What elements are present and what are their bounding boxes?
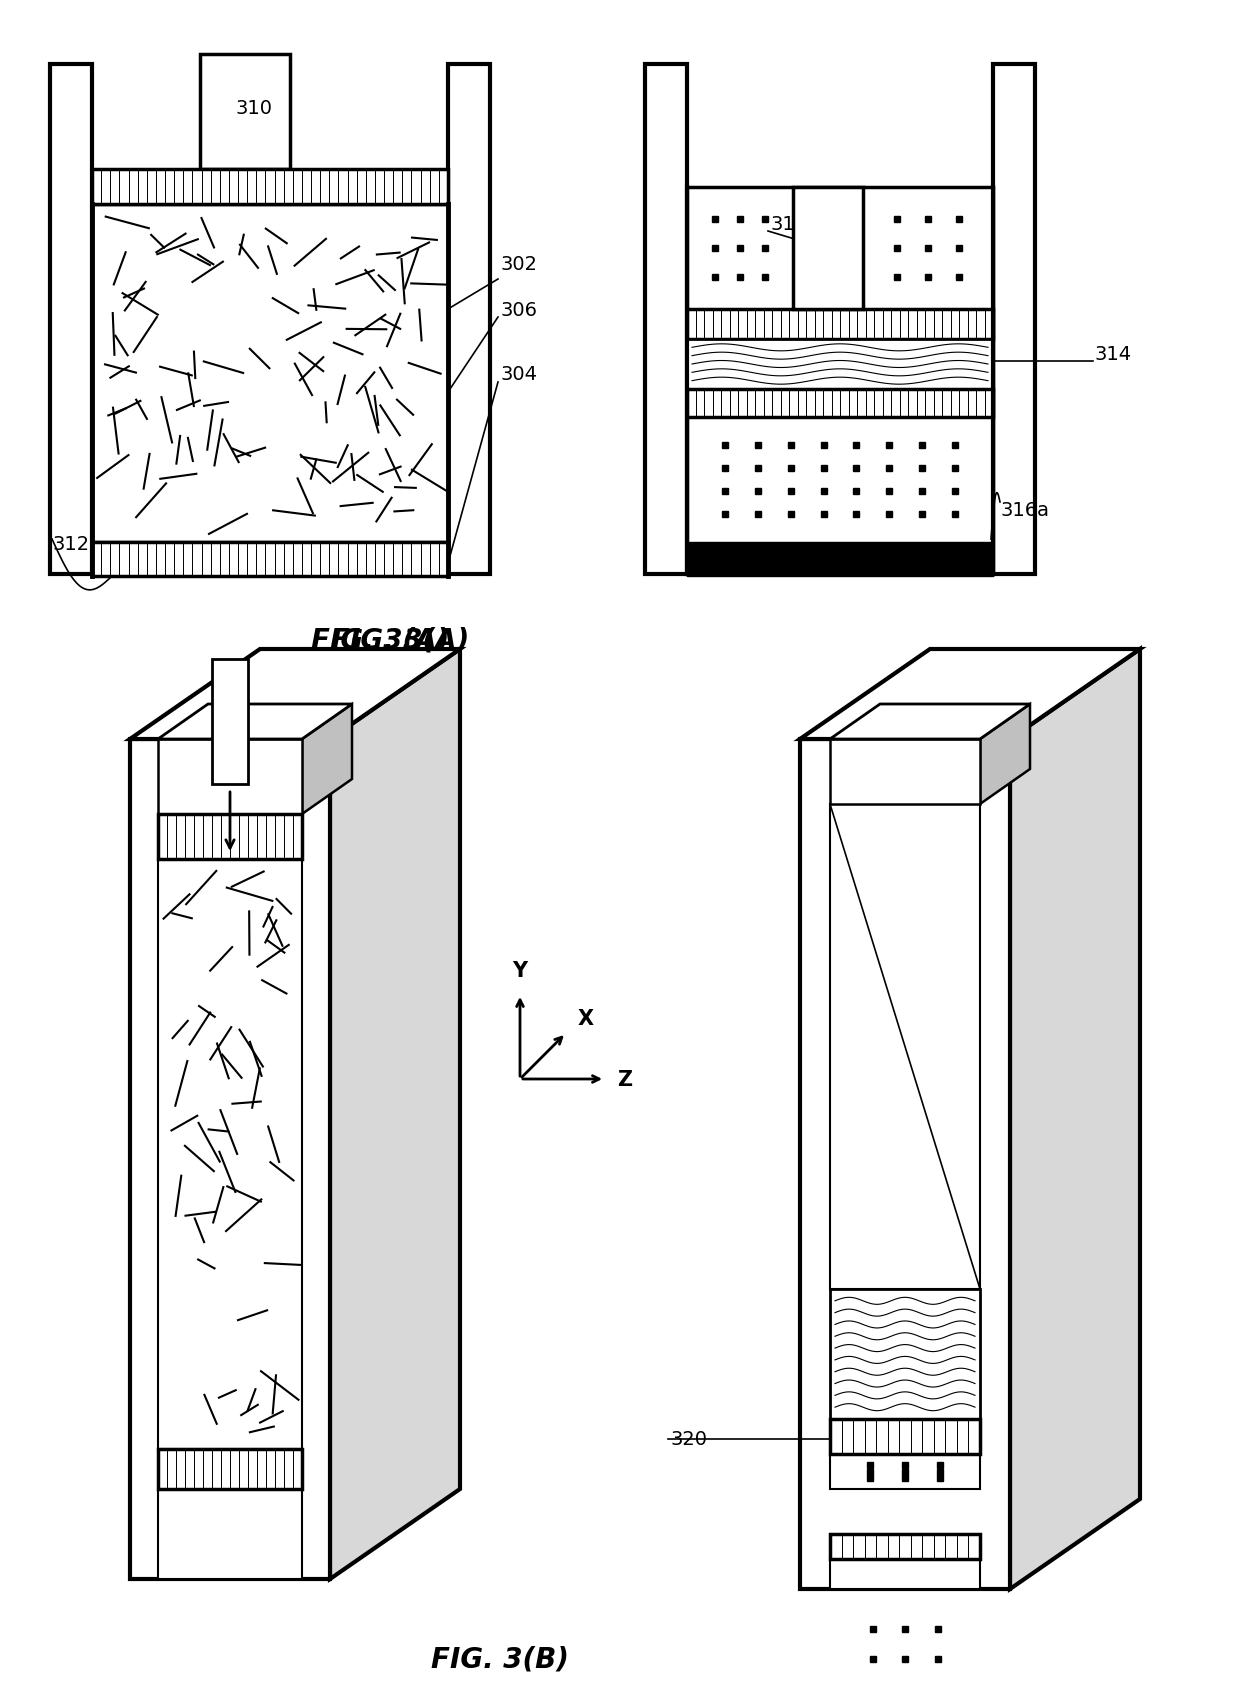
Bar: [830, 1535, 980, 1558]
Bar: [92, 205, 448, 543]
Text: FIG. 3(A): FIG. 3(A): [331, 626, 469, 654]
Polygon shape: [980, 705, 1030, 804]
Text: 310: 310: [236, 99, 272, 118]
Bar: [157, 1449, 303, 1489]
Text: 320: 320: [670, 1430, 707, 1449]
Bar: [157, 739, 303, 814]
Bar: [448, 65, 490, 575]
Text: X: X: [578, 1009, 594, 1028]
Bar: [687, 389, 993, 418]
Polygon shape: [1011, 650, 1140, 1589]
Bar: [993, 65, 1035, 575]
Bar: [830, 1454, 980, 1489]
Bar: [92, 171, 448, 205]
Bar: [687, 188, 993, 575]
Bar: [157, 814, 303, 860]
Polygon shape: [800, 650, 1140, 739]
Text: 314: 314: [1095, 345, 1132, 364]
Bar: [794, 188, 863, 309]
Polygon shape: [330, 650, 460, 1579]
Bar: [157, 860, 303, 1449]
Polygon shape: [157, 705, 352, 739]
Text: Z: Z: [618, 1069, 632, 1089]
Bar: [830, 804, 980, 1289]
Text: 302: 302: [500, 256, 537, 275]
Bar: [130, 739, 330, 1579]
Text: FIG. 3(B): FIG. 3(B): [432, 1646, 569, 1673]
Bar: [830, 739, 980, 804]
Bar: [92, 543, 448, 577]
Bar: [800, 739, 1011, 1589]
Polygon shape: [830, 705, 1030, 739]
Bar: [687, 309, 993, 340]
Polygon shape: [130, 650, 460, 739]
Text: 316a: 316a: [999, 500, 1049, 519]
Text: 316b: 316b: [770, 215, 820, 234]
Bar: [687, 340, 993, 389]
Bar: [50, 65, 92, 575]
Polygon shape: [303, 705, 352, 814]
Bar: [830, 1419, 980, 1454]
Text: FIG. 3(A): FIG. 3(A): [311, 626, 449, 654]
Bar: [830, 1558, 980, 1589]
Text: 304: 304: [500, 365, 537, 384]
Bar: [212, 659, 248, 785]
Bar: [830, 1289, 980, 1419]
Text: 312: 312: [52, 536, 89, 555]
Bar: [157, 1489, 303, 1579]
Bar: [200, 55, 290, 171]
Bar: [687, 543, 993, 577]
Text: Y: Y: [512, 961, 527, 980]
Text: 306: 306: [500, 300, 537, 319]
Bar: [645, 65, 687, 575]
